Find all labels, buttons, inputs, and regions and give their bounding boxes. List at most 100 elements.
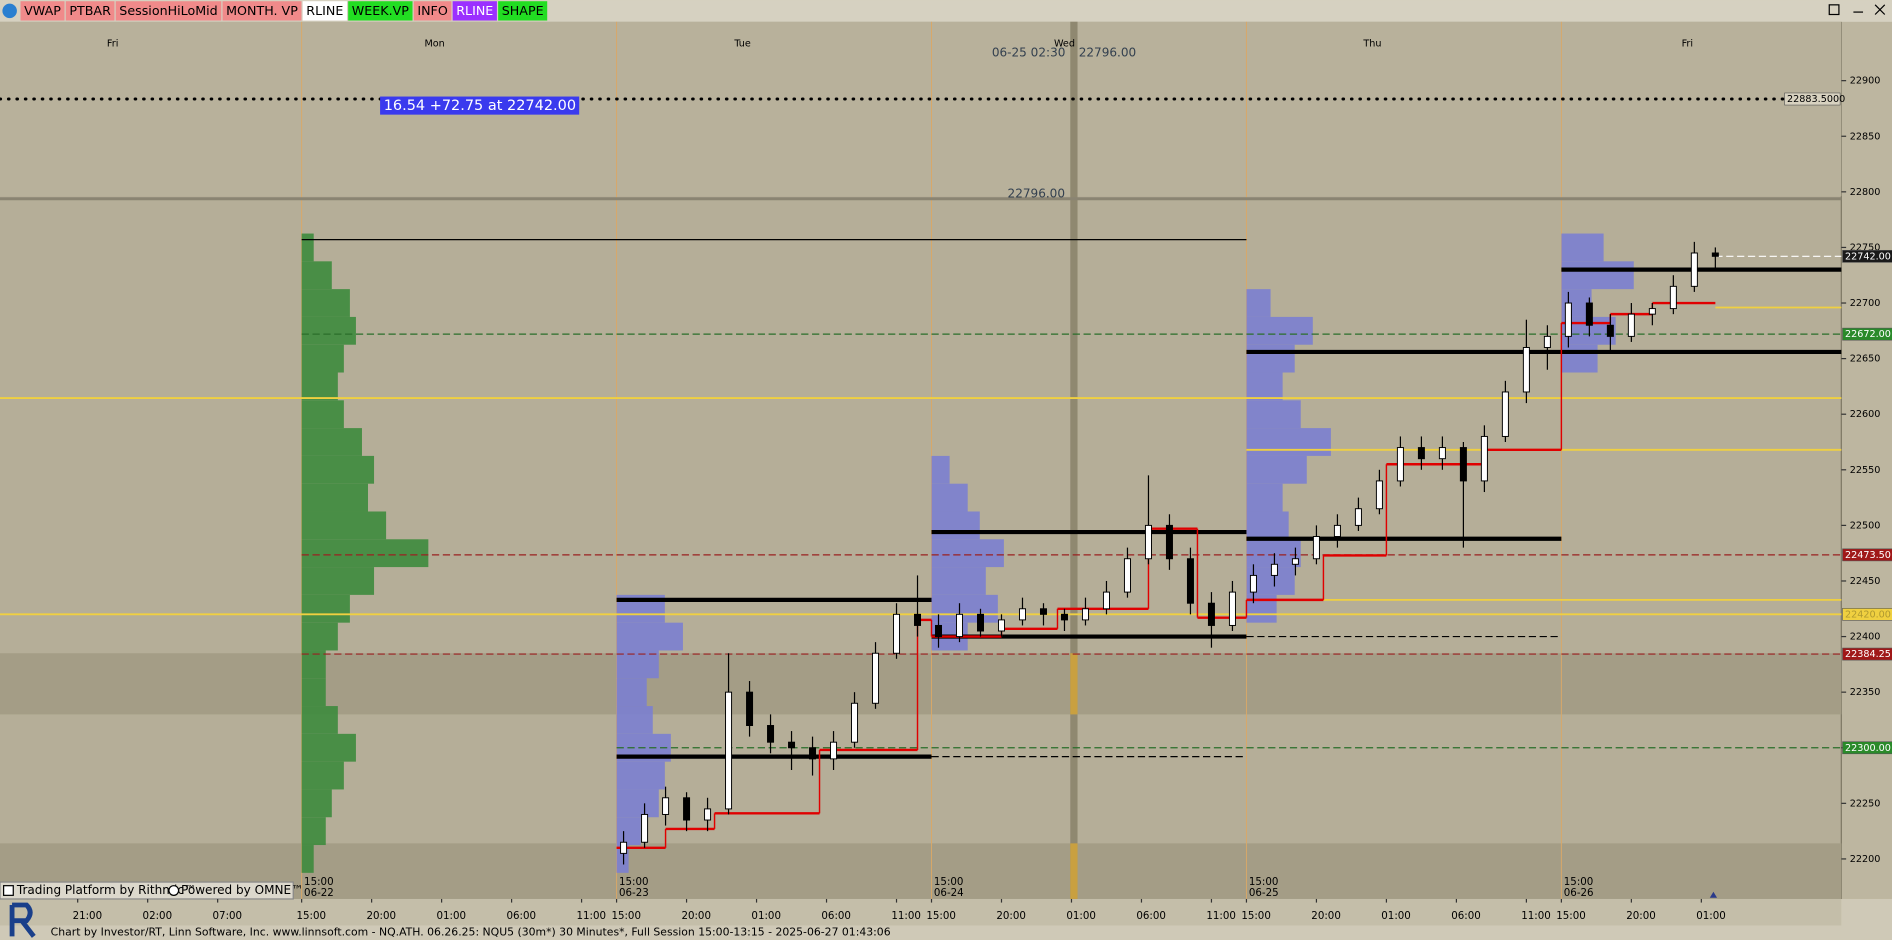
y-tick-label: 22250 bbox=[1850, 798, 1881, 809]
volume-profile-bar bbox=[616, 622, 683, 651]
volume-profile-bar bbox=[616, 761, 665, 790]
session-date: 06-26 bbox=[1564, 887, 1594, 899]
toolbar-button[interactable] bbox=[302, 1, 347, 21]
candle-body bbox=[704, 808, 712, 821]
y-tick-label: 22550 bbox=[1850, 465, 1881, 476]
candle-body bbox=[1060, 613, 1068, 621]
y-tick-label: 22200 bbox=[1850, 854, 1881, 865]
status-bar: Chart by Investor/RT, Linn Software, Inc… bbox=[51, 926, 891, 939]
level-label: 22742.00 bbox=[1845, 251, 1891, 262]
toolbar-button[interactable] bbox=[452, 1, 497, 21]
x-tick-label: 11:00 bbox=[1206, 910, 1236, 922]
x-tick-label: 06:00 bbox=[821, 910, 851, 922]
toolbar-button-label[interactable]: SHAPE bbox=[502, 3, 544, 18]
level-label-bg bbox=[1842, 607, 1892, 621]
candle-body bbox=[1396, 447, 1404, 482]
x-tick-label: 01:00 bbox=[1066, 910, 1096, 922]
day-label: Thu bbox=[1362, 38, 1381, 49]
x-tick-label: 20:00 bbox=[996, 910, 1026, 922]
day-label: Fri bbox=[107, 38, 119, 49]
candle-body bbox=[1228, 591, 1236, 626]
status-bar-bg bbox=[0, 925, 1892, 940]
volume-profile-bar bbox=[301, 316, 356, 345]
toolbar-button[interactable] bbox=[222, 1, 302, 21]
x-tick-label: 01:00 bbox=[1696, 910, 1726, 922]
rithmic-icon bbox=[3, 885, 14, 896]
candle-body bbox=[1438, 447, 1446, 460]
level-label-bg bbox=[1842, 741, 1892, 755]
window-controls bbox=[1828, 4, 1886, 16]
volume-profile-bar bbox=[301, 678, 326, 707]
x-tick-label: 20:00 bbox=[367, 910, 397, 922]
candle-body bbox=[1501, 391, 1509, 437]
volume-profile-bar bbox=[301, 344, 344, 373]
close-button[interactable] bbox=[1874, 4, 1886, 15]
candle-body bbox=[1144, 524, 1152, 560]
toolbar-button-label[interactable]: RLINE bbox=[306, 3, 343, 18]
candle-body bbox=[1165, 524, 1173, 560]
day-highlight-zone bbox=[1070, 653, 1078, 715]
day-highlight-zone bbox=[1070, 843, 1078, 899]
toolbar-button[interactable] bbox=[115, 1, 222, 21]
toolbar-button-label[interactable]: WEEK.VP bbox=[352, 3, 409, 18]
session-date: 06-25 bbox=[1249, 887, 1279, 899]
volume-profile-bar bbox=[301, 789, 332, 818]
volume-profile-bar bbox=[301, 233, 314, 262]
volume-profile-bar bbox=[1246, 455, 1307, 484]
toolbar-button[interactable] bbox=[413, 1, 452, 21]
x-tick-label: 06:00 bbox=[1451, 910, 1481, 922]
x-tick-label: 01:00 bbox=[1381, 910, 1411, 922]
toolbar-button-label[interactable]: VWAP bbox=[24, 3, 61, 18]
toolbar-button[interactable] bbox=[348, 1, 413, 21]
y-tick-label: 22750 bbox=[1850, 242, 1881, 253]
x-tick-label: 20:00 bbox=[1626, 910, 1656, 922]
candle-body bbox=[1543, 335, 1551, 348]
candle-body bbox=[1459, 447, 1467, 482]
volume-profile-bar bbox=[1561, 344, 1598, 373]
session-date: 06-23 bbox=[619, 887, 649, 899]
volume-profile-bar bbox=[1561, 233, 1604, 262]
x-tick-label: 01:00 bbox=[436, 910, 466, 922]
candle-body bbox=[746, 691, 754, 726]
candle-body bbox=[935, 624, 943, 638]
info-box-bg bbox=[380, 96, 580, 115]
toolbar-button[interactable] bbox=[498, 1, 548, 21]
time-axis-bg bbox=[0, 898, 1842, 926]
level-label: 22420.00 bbox=[1845, 609, 1891, 620]
x-tick-label: 11:00 bbox=[576, 910, 606, 922]
app-icon[interactable] bbox=[2, 3, 17, 19]
volume-profile-bar bbox=[301, 483, 369, 512]
volume-profile-bar bbox=[931, 567, 986, 595]
toolbar-button-label[interactable]: SessionHiLoMid bbox=[119, 3, 217, 18]
volume-profile-bar bbox=[616, 706, 653, 734]
candle-body bbox=[1207, 602, 1215, 626]
candle-body bbox=[1585, 302, 1593, 326]
level-label: 22384.25 bbox=[1845, 649, 1891, 660]
restore-button[interactable] bbox=[1828, 4, 1840, 16]
x-tick-label: 20:00 bbox=[681, 910, 711, 922]
candle-body bbox=[1375, 480, 1383, 510]
volume-profile-bar bbox=[1246, 344, 1295, 373]
candle-body bbox=[1711, 252, 1719, 257]
volume-profile-bar bbox=[301, 372, 338, 401]
volume-profile-bar bbox=[301, 455, 375, 484]
volume-profile-bar bbox=[616, 789, 659, 818]
candle-body bbox=[725, 691, 733, 810]
toolbar-button[interactable] bbox=[20, 1, 65, 21]
upper-pane bbox=[0, 21, 1842, 197]
candle-body bbox=[620, 841, 628, 854]
session-date: 06-24 bbox=[934, 887, 964, 899]
toolbar-button-label[interactable]: RLINE bbox=[456, 3, 493, 18]
candle-body bbox=[1270, 563, 1278, 576]
toolbar-button-label[interactable]: INFO bbox=[417, 3, 447, 18]
volume-profile-bar bbox=[301, 511, 387, 540]
day-label: Fri bbox=[1682, 38, 1694, 49]
zone bbox=[0, 653, 1842, 715]
candle-body bbox=[872, 652, 880, 704]
toolbar-button-label[interactable]: PTBAR bbox=[69, 3, 111, 18]
info-box: 16.54 +72.75 at 22742.00 bbox=[384, 98, 576, 114]
toolbar-button-label[interactable]: MONTH. VP bbox=[226, 3, 298, 18]
candle-body bbox=[1480, 435, 1488, 482]
volume-profile-bar bbox=[1246, 372, 1283, 401]
toolbar-button[interactable] bbox=[65, 1, 115, 21]
